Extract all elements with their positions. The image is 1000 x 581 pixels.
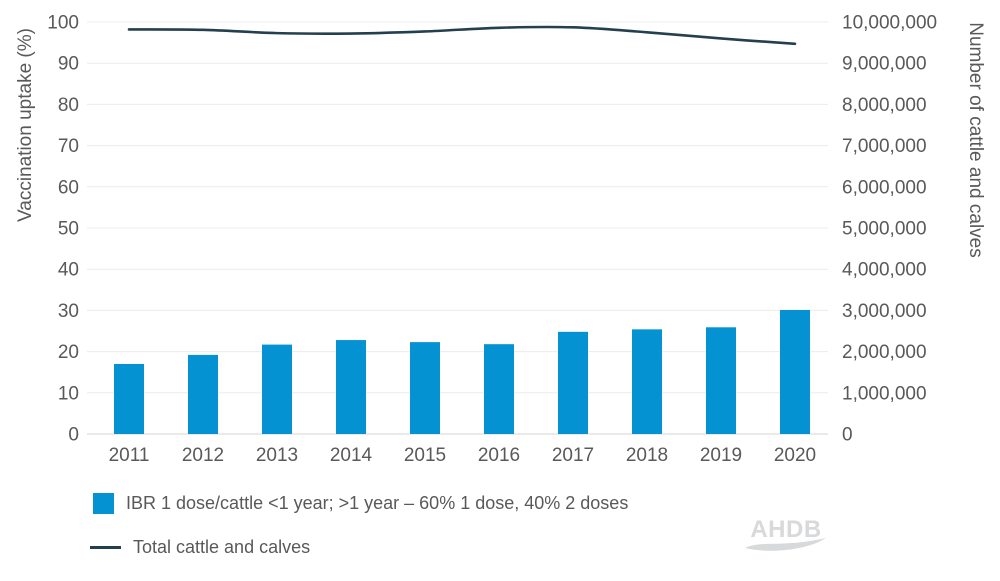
right-axis-tick-label: 10,000,000 <box>842 13 937 34</box>
bar-2017 <box>558 331 588 434</box>
legend-label-line-series: Total cattle and calves <box>133 536 311 557</box>
left-axis-tick-label: 50 <box>58 219 79 240</box>
x-axis-tick-label: 2013 <box>256 445 298 466</box>
right-axis-tick-label: 1,000,000 <box>842 383 927 404</box>
left-axis-tick-label: 40 <box>58 260 79 281</box>
right-axis-tick-label: 4,000,000 <box>842 260 927 281</box>
left-axis-tick-label: 0 <box>68 425 79 446</box>
x-axis-tick-label: 2017 <box>552 445 594 466</box>
right-axis-tick-label: 0 <box>842 425 853 446</box>
x-axis-tick-label: 2020 <box>774 445 816 466</box>
bar-2018 <box>632 329 662 434</box>
total-cattle-line <box>127 25 797 46</box>
bar-2014 <box>336 340 366 434</box>
right-axis-tick-label: 3,000,000 <box>842 301 927 322</box>
line-series-swatch <box>90 545 121 549</box>
legend-item-line-series: Total cattle and calves <box>90 536 310 558</box>
left-axis-tick-label: 90 <box>58 54 79 75</box>
x-axis-tick-label: 2019 <box>700 445 742 466</box>
bar-2019 <box>706 327 736 434</box>
left-axis-tick-label: 10 <box>58 383 79 404</box>
left-axis-tick-label: 100 <box>47 13 79 34</box>
right-axis-title: Number of cattle and calves <box>965 22 986 258</box>
left-axis-title: Vaccination uptake (%) <box>15 28 36 222</box>
left-axis-tick-label: 20 <box>58 342 79 363</box>
x-axis-tick-label: 2018 <box>626 445 668 466</box>
legend-item-bar-series: IBR 1 dose/cattle <1 year; >1 year – 60%… <box>93 492 628 514</box>
bar-2011 <box>114 363 144 434</box>
right-axis-tick-label: 7,000,000 <box>842 136 927 157</box>
x-axis-tick-label: 2012 <box>182 445 224 466</box>
ahdb-logo-text: AHDB <box>750 516 822 543</box>
right-axis-tick-label: 6,000,000 <box>842 177 927 198</box>
bar-2020 <box>780 309 810 434</box>
right-axis-tick-label: 2,000,000 <box>842 342 927 363</box>
left-axis-tick-label: 30 <box>58 301 79 322</box>
bar-series-swatch <box>93 492 114 514</box>
x-axis-tick-label: 2011 <box>109 445 150 466</box>
bar-2016 <box>484 344 514 434</box>
bar-2013 <box>262 344 292 434</box>
right-axis-tick-label: 5,000,000 <box>842 219 927 240</box>
left-axis-tick-label: 70 <box>58 136 79 157</box>
bar-2012 <box>188 354 218 434</box>
left-axis-tick-label: 80 <box>58 95 79 116</box>
right-axis-tick-label: 9,000,000 <box>842 54 927 75</box>
left-axis-tick-label: 60 <box>58 177 79 198</box>
bar-2015 <box>410 342 440 434</box>
x-axis-tick-label: 2016 <box>478 445 520 466</box>
legend-label-bar-series: IBR 1 dose/cattle <1 year; >1 year – 60%… <box>126 492 629 513</box>
x-axis-tick-label: 2015 <box>404 445 446 466</box>
x-axis-tick-label: 2014 <box>330 445 373 466</box>
ahdb-logo: AHDB <box>744 516 828 553</box>
right-axis-tick-label: 8,000,000 <box>842 95 927 116</box>
ahdb-logo-wave <box>745 538 826 551</box>
